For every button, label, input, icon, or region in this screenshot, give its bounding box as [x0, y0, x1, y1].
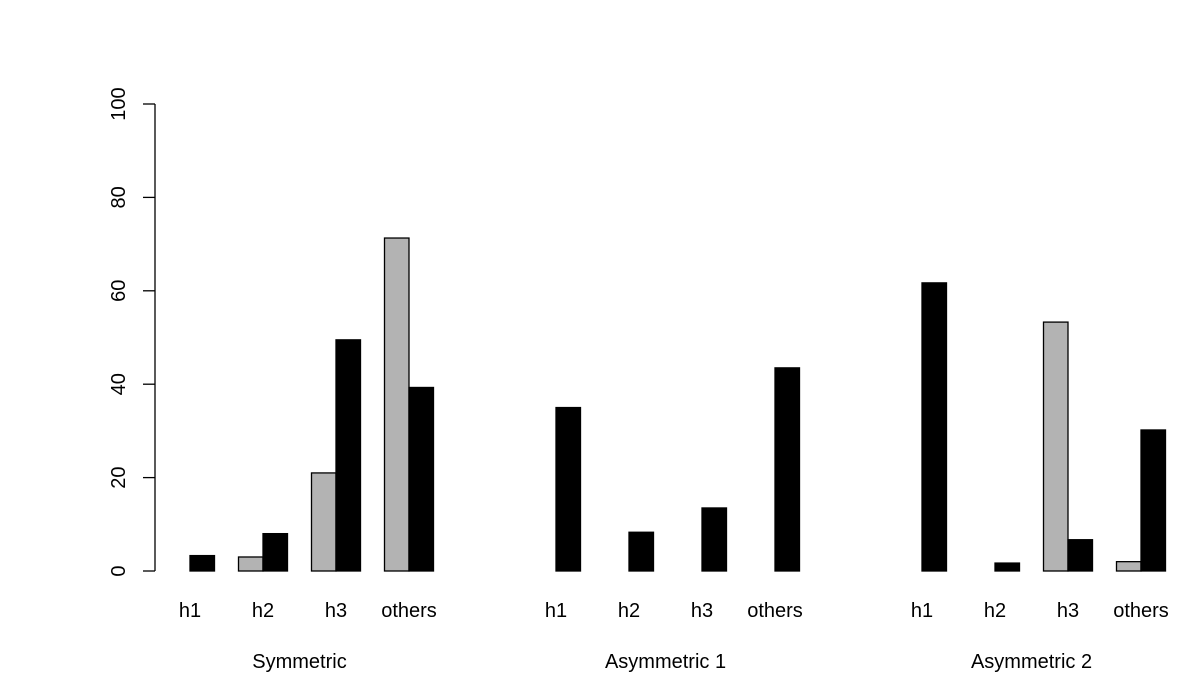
category-label: h2 — [984, 600, 1006, 622]
bar — [262, 532, 289, 572]
category-label: h3 — [325, 600, 347, 622]
bar — [628, 531, 655, 572]
bar — [237, 556, 264, 572]
bar — [555, 406, 582, 572]
bar — [701, 507, 728, 572]
bar — [1042, 321, 1069, 572]
bar — [774, 367, 801, 572]
category-label: h1 — [545, 600, 567, 622]
group-label: Asymmetric 2 — [971, 651, 1092, 673]
bar — [189, 554, 216, 572]
category-label: others — [381, 600, 437, 622]
y-tick-label: 100 — [108, 87, 130, 120]
category-label: h3 — [1057, 600, 1079, 622]
category-label: h1 — [179, 600, 201, 622]
y-tick-label: 80 — [108, 186, 130, 208]
category-label: h2 — [618, 600, 640, 622]
bar — [1067, 539, 1094, 572]
category-label: h2 — [252, 600, 274, 622]
bar — [1115, 561, 1142, 572]
bar — [335, 339, 362, 572]
category-label: h1 — [911, 600, 933, 622]
y-tick-label: 20 — [108, 466, 130, 488]
category-label: h3 — [691, 600, 713, 622]
bar — [921, 282, 948, 572]
bar — [408, 386, 435, 572]
group-label: Symmetric — [252, 651, 346, 673]
category-label: others — [747, 600, 803, 622]
bar — [1140, 429, 1167, 572]
group-label: Asymmetric 1 — [605, 651, 726, 673]
bar — [994, 562, 1021, 572]
bar — [310, 472, 337, 572]
y-tick-label: 40 — [108, 373, 130, 395]
y-tick-label: 60 — [108, 280, 130, 302]
y-tick-label: 0 — [108, 565, 130, 576]
bar — [383, 237, 410, 572]
category-label: others — [1113, 600, 1169, 622]
